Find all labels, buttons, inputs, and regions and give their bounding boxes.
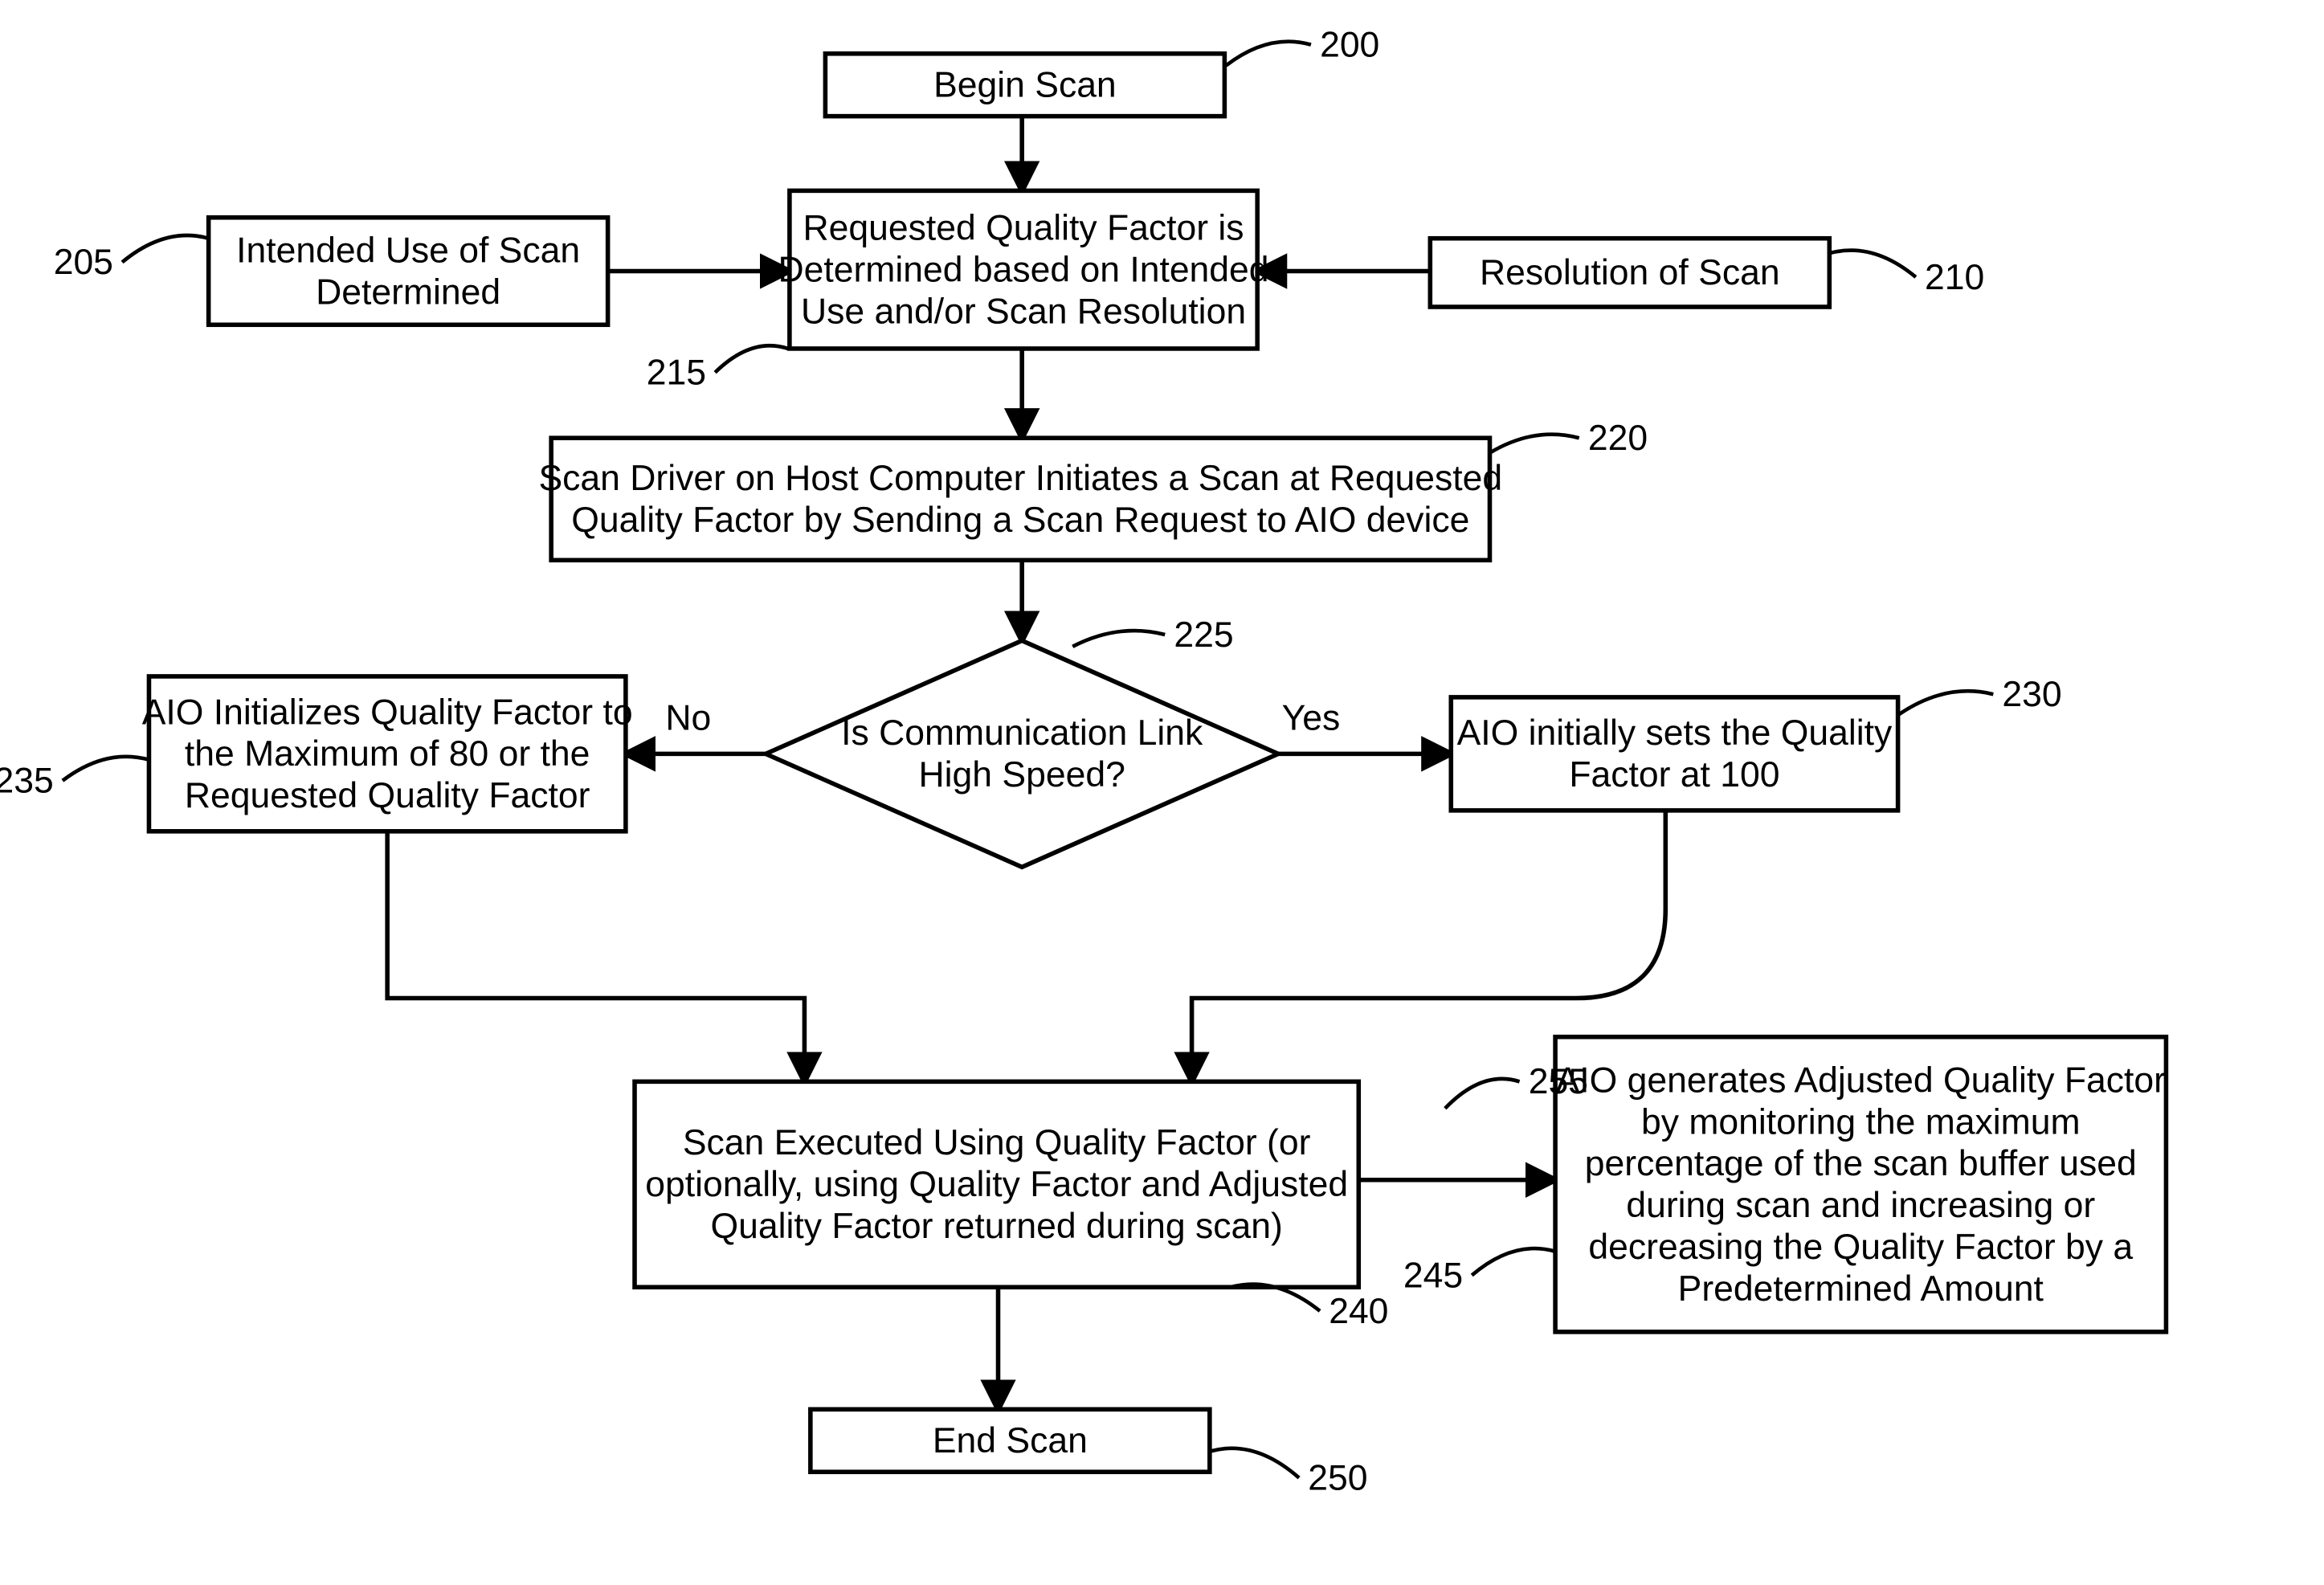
ref-number-215: 215 (647, 353, 706, 392)
process-220 (551, 438, 1489, 560)
ref-leader-250 (1211, 1448, 1299, 1478)
process-text-240: Scan Executed Using Quality Factor (orop… (645, 1123, 1348, 1246)
ref-leader-210 (1829, 251, 1916, 277)
ref-number-250: 250 (1308, 1458, 1367, 1497)
ref-leader-205 (122, 235, 209, 262)
ref-leader-215 (715, 345, 788, 372)
process-text-215: Requested Quality Factor isDetermined ba… (778, 209, 1268, 332)
process-text-250: End Scan (933, 1421, 1088, 1460)
ref-leader-220 (1489, 435, 1579, 453)
ref-number-255: 255 (1529, 1062, 1588, 1101)
ref-number-200: 200 (1320, 25, 1379, 64)
flowchart-svg: NoYes Begin ScanIntended Use of ScanDete… (0, 0, 2324, 1585)
ref-number-245: 245 (1403, 1256, 1463, 1295)
decision-225 (766, 640, 1278, 867)
ref-leader-245 (1472, 1248, 1555, 1275)
process-text-200: Begin Scan (933, 66, 1117, 105)
ref-leader-255 (1445, 1079, 1520, 1109)
edge-label-no: No (665, 699, 711, 738)
ref-leader-225 (1072, 631, 1165, 647)
ref-number-225: 225 (1174, 615, 1233, 655)
ref-leader-235 (63, 757, 149, 781)
ref-leader-200 (1226, 42, 1311, 66)
ref-number-220: 220 (1588, 419, 1648, 458)
ref-number-230: 230 (2002, 675, 2061, 714)
process-text-235: AIO Initializes Quality Factor tothe Max… (142, 692, 633, 815)
edge-label-yes: Yes (1282, 699, 1341, 738)
edge-n235-n240 (387, 831, 804, 1082)
ref-number-205: 205 (54, 243, 113, 282)
ref-number-235: 235 (0, 762, 54, 801)
ref-number-210: 210 (1925, 258, 1984, 297)
process-text-210: Resolution of Scan (1480, 253, 1780, 292)
ref-number-240: 240 (1329, 1292, 1388, 1331)
ref-leader-230 (1898, 691, 1994, 715)
